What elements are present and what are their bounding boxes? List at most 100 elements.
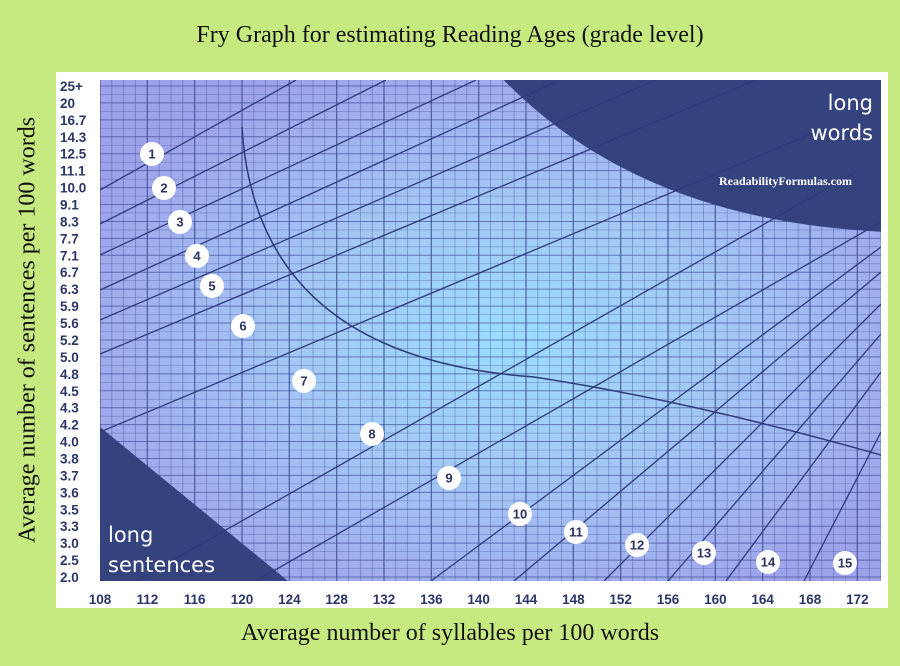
y-tick-label: 4.2 — [60, 418, 79, 433]
y-tick-label: 25+ — [60, 79, 83, 94]
grade-label: 13 — [697, 546, 711, 561]
y-tick-label: 3.5 — [60, 502, 79, 517]
long-words-label: long — [828, 91, 873, 115]
grade-boundary-line — [100, 80, 477, 256]
grade-label: 7 — [300, 374, 307, 389]
grade-label: 4 — [193, 249, 201, 264]
grade-marker — [437, 466, 461, 490]
long-sentences-label: sentences — [108, 553, 215, 577]
grade-label: 10 — [513, 507, 527, 522]
grade-label: 15 — [838, 556, 852, 571]
y-tick-label: 2.5 — [60, 553, 79, 568]
y-tick-label: 3.0 — [60, 536, 79, 551]
y-tick-label: 10.0 — [60, 181, 86, 196]
y-tick-label: 4.5 — [60, 384, 79, 399]
x-tick-label: 108 — [89, 592, 112, 607]
x-tick-label: 144 — [515, 592, 538, 607]
x-tick-label: 156 — [657, 592, 680, 607]
x-tick-label: 148 — [562, 592, 585, 607]
grade-boundary-line — [100, 80, 387, 225]
long-words-region — [503, 80, 881, 232]
y-tick-label: 3.8 — [60, 451, 79, 466]
x-tick-label: 140 — [467, 592, 490, 607]
grade-marker — [508, 502, 532, 526]
grade-label: 8 — [368, 427, 375, 442]
x-tick-label: 136 — [420, 592, 443, 607]
grade-marker — [292, 369, 316, 393]
grade-label: 14 — [761, 555, 776, 570]
y-tick-label: 16.7 — [60, 113, 86, 128]
grade-marker — [564, 520, 588, 544]
x-tick-label: 164 — [751, 592, 774, 607]
grade-boundary-line — [100, 131, 817, 433]
grade-marker — [833, 551, 857, 575]
grade-boundary-line — [725, 371, 881, 581]
y-tick-label: 2.0 — [60, 570, 79, 585]
y-tick-label: 6.7 — [60, 265, 79, 280]
grade-label: 9 — [445, 471, 452, 486]
grade-label: 2 — [160, 181, 167, 196]
grade-boundary-line — [135, 171, 857, 581]
y-tick-label: 3.7 — [60, 468, 79, 483]
credit-text: ReadabilityFormulas.com — [719, 174, 852, 188]
grade-boundary-line — [100, 80, 657, 321]
y-tick-label: 5.6 — [60, 316, 79, 331]
grade-label: 6 — [239, 319, 246, 334]
grade-marker — [168, 210, 192, 234]
y-tick-label: 7.7 — [60, 231, 79, 246]
long-sentences-label: long — [108, 523, 153, 547]
grade-boundary-line — [667, 333, 881, 581]
grade-label: 5 — [208, 279, 215, 294]
y-tick-label: 9.1 — [60, 198, 79, 213]
grade-marker — [360, 422, 384, 446]
grade-boundary-line — [100, 80, 757, 355]
grade-label: 11 — [569, 525, 583, 540]
grade-boundary-line — [100, 81, 557, 291]
x-tick-label: 128 — [325, 592, 348, 607]
grade-boundary-line — [803, 431, 881, 581]
grade-marker — [692, 541, 716, 565]
grade-boundary-line — [255, 221, 881, 581]
long-words-label: words — [810, 121, 873, 145]
x-tick-label: 116 — [184, 592, 206, 607]
grade-label: 12 — [630, 538, 644, 553]
valid-area-curve — [241, 126, 881, 456]
x-tick-label: 132 — [373, 592, 396, 607]
y-tick-label: 6.3 — [60, 282, 79, 297]
y-tick-label: 8.3 — [60, 214, 79, 229]
grade-boundary-line — [100, 80, 297, 191]
y-tick-label: 3.3 — [60, 519, 79, 534]
grade-label: 1 — [148, 147, 155, 162]
y-tick-label: 4.8 — [60, 367, 79, 382]
y-tick-label: 3.6 — [60, 485, 79, 500]
y-tick-label: 20 — [60, 96, 75, 111]
grade-marker — [756, 550, 780, 574]
y-tick-label: 4.0 — [60, 435, 79, 450]
grade-marker — [152, 176, 176, 200]
grade-label: 3 — [176, 215, 183, 230]
grade-marker — [231, 314, 255, 338]
y-tick-label: 12.5 — [60, 147, 87, 162]
grade-boundary-line — [430, 246, 881, 581]
grade-boundary-line — [603, 303, 881, 581]
x-tick-label: 124 — [278, 592, 301, 607]
chart-panel: 25+ 20 16.7 14.3 12.5 11.1 10.0 9.1 8.3 7.7 7.1 6.7… — [56, 72, 888, 608]
grade-marker — [185, 244, 209, 268]
y-tick-label: 14.3 — [60, 130, 87, 145]
x-tick-label: 112 — [136, 592, 158, 607]
chart-title: Fry Graph for estimating Reading Ages (g… — [196, 22, 704, 48]
y-tick-label: 5.0 — [60, 350, 79, 365]
fry-graph-plot: 25+2016.714.312.511.110.09.18.37.77.16.7… — [60, 79, 881, 607]
grade-marker — [625, 533, 649, 557]
x-tick-label: 120 — [231, 592, 254, 607]
y-tick-label: 5.9 — [60, 299, 79, 314]
x-tick-label: 168 — [799, 592, 822, 607]
y-tick-label: 4.3 — [60, 401, 79, 416]
y-tick-label: 5.2 — [60, 333, 79, 348]
x-tick-label: 172 — [846, 592, 869, 607]
grade-marker — [200, 274, 224, 298]
x-tick-label: 152 — [609, 592, 632, 607]
grade-marker — [140, 142, 164, 166]
y-tick-label: 7.1 — [60, 248, 79, 263]
x-axis-label: Average number of syllables per 100 word… — [240, 620, 660, 646]
